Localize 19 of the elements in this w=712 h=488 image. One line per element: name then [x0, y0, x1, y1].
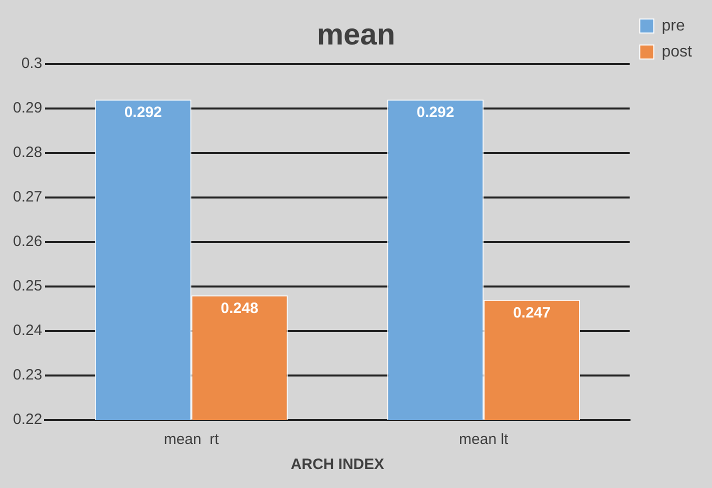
legend-label: pre [662, 17, 685, 34]
x-axis-title: ARCH INDEX [290, 456, 384, 474]
legend-label: post [662, 43, 693, 60]
y-tick-label: 0.29 [12, 100, 42, 117]
y-tick-label: 0.3 [21, 55, 42, 72]
x-tick-label: mean rt [164, 431, 220, 448]
y-tick-label: 0.24 [12, 322, 42, 340]
y-tick-label: 0.26 [12, 233, 42, 250]
y-tick-label: 0.23 [12, 366, 42, 384]
data-label: 0.247 [513, 304, 551, 322]
data-label: 0.248 [220, 300, 258, 318]
data-label: 0.292 [124, 104, 162, 122]
y-tick-label: 0.27 [12, 188, 42, 206]
y-tick-label: 0.25 [12, 278, 42, 295]
y-tick-label: 0.28 [12, 144, 42, 162]
chart-title: mean [316, 18, 396, 52]
data-label: 0.292 [416, 104, 454, 122]
y-tick-label: 0.22 [12, 411, 42, 428]
x-tick-label: mean lt [459, 431, 510, 448]
